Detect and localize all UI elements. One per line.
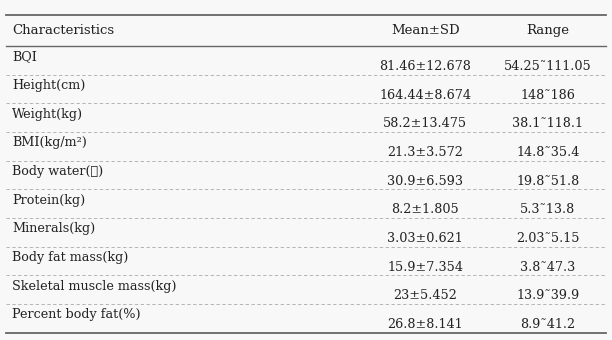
Text: Minerals(kg): Minerals(kg)	[12, 222, 95, 235]
Text: Body water(ℓ): Body water(ℓ)	[12, 165, 103, 178]
Text: 19.8˜51.8: 19.8˜51.8	[516, 175, 580, 188]
Text: 30.9±6.593: 30.9±6.593	[387, 175, 463, 188]
Text: 2.03˜5.15: 2.03˜5.15	[516, 232, 580, 245]
Text: 148˜186: 148˜186	[520, 89, 575, 102]
Text: 54.25˜111.05: 54.25˜111.05	[504, 60, 592, 73]
Text: 38.1˜118.1: 38.1˜118.1	[512, 117, 583, 130]
Text: 15.9±7.354: 15.9±7.354	[387, 261, 463, 274]
Text: Body fat mass(kg): Body fat mass(kg)	[12, 251, 129, 264]
Text: Height(cm): Height(cm)	[12, 79, 86, 92]
Text: 58.2±13.475: 58.2±13.475	[383, 117, 468, 130]
Text: 23±5.452: 23±5.452	[394, 289, 457, 302]
Text: 8.2±1.805: 8.2±1.805	[392, 203, 459, 216]
Text: 3.8˜47.3: 3.8˜47.3	[520, 261, 575, 274]
Text: BQI: BQI	[12, 50, 37, 63]
Text: Range: Range	[526, 24, 569, 37]
Text: 5.3˜13.8: 5.3˜13.8	[520, 203, 575, 216]
Text: 13.9˜39.9: 13.9˜39.9	[516, 289, 580, 302]
Text: Protein(kg): Protein(kg)	[12, 193, 86, 207]
Text: Mean±SD: Mean±SD	[391, 24, 460, 37]
Text: Characteristics: Characteristics	[12, 24, 114, 37]
Text: 8.9˜41.2: 8.9˜41.2	[520, 318, 575, 331]
Text: 164.44±8.674: 164.44±8.674	[379, 89, 471, 102]
Text: 14.8˜35.4: 14.8˜35.4	[516, 146, 580, 159]
Text: 81.46±12.678: 81.46±12.678	[379, 60, 471, 73]
Text: Weight(kg): Weight(kg)	[12, 108, 83, 121]
Text: BMI(kg/m²): BMI(kg/m²)	[12, 136, 87, 149]
Text: 3.03±0.621: 3.03±0.621	[387, 232, 463, 245]
Text: 21.3±3.572: 21.3±3.572	[387, 146, 463, 159]
Text: Skeletal muscle mass(kg): Skeletal muscle mass(kg)	[12, 279, 177, 293]
Text: Percent body fat(%): Percent body fat(%)	[12, 308, 141, 321]
Text: 26.8±8.141: 26.8±8.141	[387, 318, 463, 331]
